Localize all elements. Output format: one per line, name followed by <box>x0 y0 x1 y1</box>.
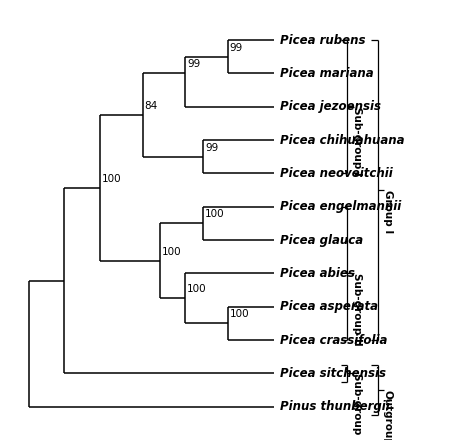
Text: Picea rubens: Picea rubens <box>280 33 365 47</box>
Text: Picea jezoensis: Picea jezoensis <box>280 100 381 113</box>
Text: Picea mariana: Picea mariana <box>280 67 374 80</box>
Text: 99: 99 <box>187 59 201 70</box>
Text: Sub-group II: Sub-group II <box>353 273 363 346</box>
Text: 99: 99 <box>230 43 243 53</box>
Text: 100: 100 <box>205 209 225 219</box>
Text: Picea neoveitchii: Picea neoveitchii <box>280 167 392 180</box>
Text: Picea asperata: Picea asperata <box>280 300 378 313</box>
Text: 99: 99 <box>205 143 218 153</box>
Text: Sub-group I: Sub-group I <box>353 106 363 176</box>
Text: Picea glauca: Picea glauca <box>280 234 363 246</box>
Text: Picea engelmannii: Picea engelmannii <box>280 200 401 213</box>
Text: Sub-group III: Sub-group III <box>353 373 363 440</box>
Text: 84: 84 <box>145 101 157 111</box>
Text: 100: 100 <box>230 309 249 319</box>
Text: Group I: Group I <box>383 190 393 233</box>
Text: Pinus thunbergii: Pinus thunbergii <box>280 400 390 413</box>
Text: Picea crassifolia: Picea crassifolia <box>280 334 387 347</box>
Text: 100: 100 <box>101 174 121 184</box>
Text: Picea chihuahuana: Picea chihuahuana <box>280 133 404 147</box>
Text: 100: 100 <box>162 247 182 257</box>
Text: 100: 100 <box>187 284 207 294</box>
Text: Outgroup: Outgroup <box>383 390 393 440</box>
Text: Picea sitchensis: Picea sitchensis <box>280 367 386 380</box>
Text: Picea abies: Picea abies <box>280 267 355 280</box>
